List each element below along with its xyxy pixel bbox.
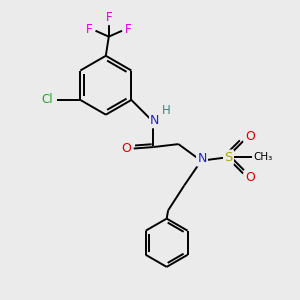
Text: H: H bbox=[161, 104, 170, 117]
Text: F: F bbox=[106, 11, 112, 24]
Text: S: S bbox=[224, 151, 233, 164]
Text: N: N bbox=[150, 114, 160, 127]
Text: O: O bbox=[121, 142, 131, 155]
Text: F: F bbox=[124, 23, 131, 36]
Text: O: O bbox=[245, 172, 255, 184]
Text: N: N bbox=[197, 152, 207, 165]
Text: F: F bbox=[86, 23, 93, 36]
Text: CH₃: CH₃ bbox=[254, 152, 273, 162]
Text: O: O bbox=[245, 130, 255, 143]
Text: Cl: Cl bbox=[41, 93, 53, 106]
